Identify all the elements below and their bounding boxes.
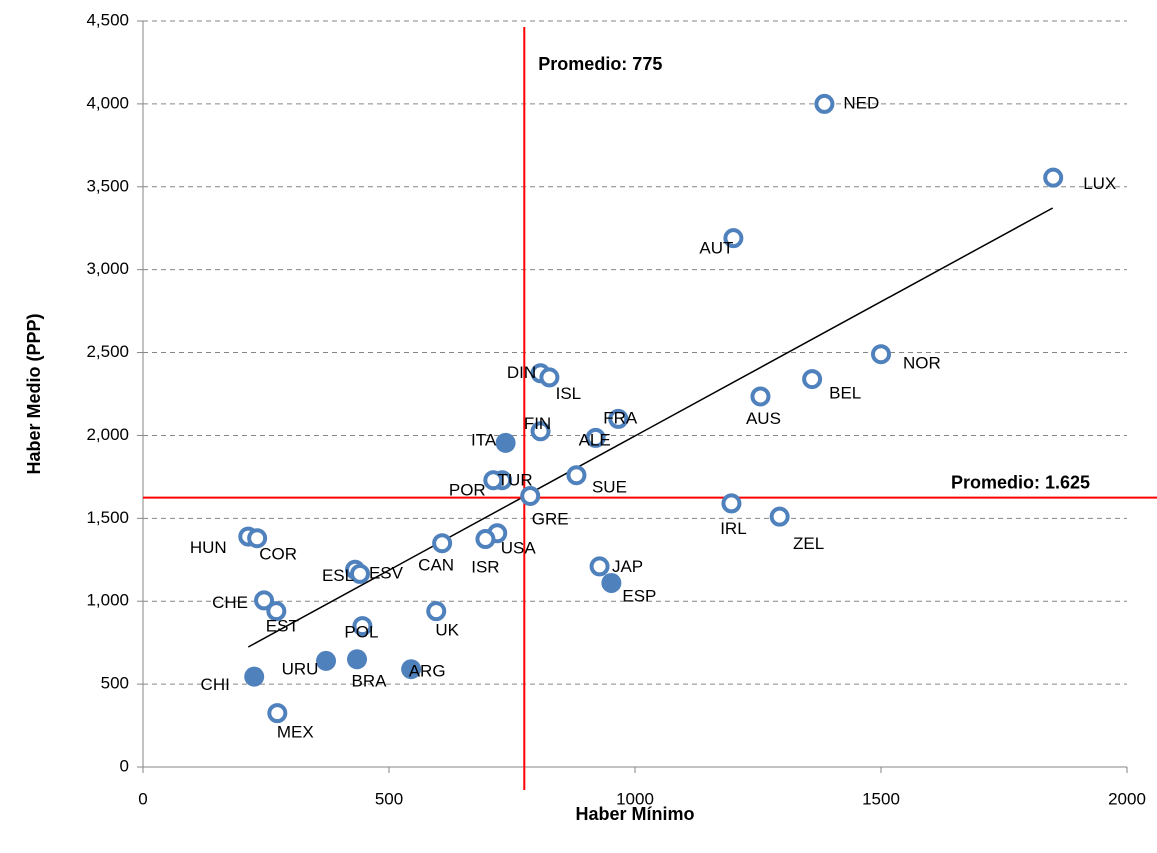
y-tick-label: 0 xyxy=(120,756,129,775)
point-label: ITA xyxy=(471,430,497,449)
point-label: ISL xyxy=(556,384,582,403)
x-tick-label: 1500 xyxy=(862,789,900,808)
point-label: FRA xyxy=(603,408,638,427)
point xyxy=(608,408,629,429)
point xyxy=(589,556,610,577)
point-label: FIN xyxy=(524,414,551,433)
point xyxy=(769,506,790,527)
point-label: CHE xyxy=(212,593,248,612)
point-label: UK xyxy=(435,621,459,640)
point-label: GRE xyxy=(532,509,569,528)
point-label: JAP xyxy=(612,557,643,576)
point-label: USA xyxy=(501,539,537,558)
x-tick-label: 1000 xyxy=(616,789,654,808)
point-label: DIN xyxy=(507,363,536,382)
point-label: COR xyxy=(259,545,297,564)
point-label: ALE xyxy=(579,430,611,449)
point xyxy=(871,344,891,365)
point-label: BEL xyxy=(829,384,861,403)
point-label: BRA xyxy=(352,672,388,691)
point xyxy=(475,529,496,550)
point xyxy=(401,659,422,680)
point-label: ESV xyxy=(369,563,404,582)
point xyxy=(266,601,287,622)
point-label: ISR xyxy=(471,558,499,577)
point xyxy=(247,528,268,549)
point-label: NED xyxy=(843,93,879,112)
point-label: MEX xyxy=(277,723,314,742)
y-tick-label: 500 xyxy=(101,674,129,693)
y-tick-label: 3,500 xyxy=(86,176,129,195)
point xyxy=(432,533,453,554)
point xyxy=(495,432,516,453)
point xyxy=(244,666,265,687)
y-tick-label: 1,000 xyxy=(86,591,129,610)
point-label: TUR xyxy=(498,471,533,490)
y-tick-label: 4,000 xyxy=(86,93,129,112)
point-label: CHI xyxy=(201,675,230,694)
point xyxy=(520,485,541,506)
point-label: HUN xyxy=(190,538,227,557)
point xyxy=(750,386,771,407)
point xyxy=(723,228,744,249)
point xyxy=(316,650,337,671)
point-label: IRL xyxy=(720,519,746,538)
point xyxy=(530,421,551,442)
point-label: POR xyxy=(449,481,486,500)
point xyxy=(426,601,447,622)
point-label: CAN xyxy=(418,556,454,575)
average-label: Promedio: 775 xyxy=(538,54,662,74)
point-label: URU xyxy=(282,659,319,678)
point-label: LUX xyxy=(1083,174,1116,193)
trendline xyxy=(247,207,1054,648)
point xyxy=(585,427,606,448)
point xyxy=(539,367,560,388)
point xyxy=(1043,167,1064,188)
x-axis-title: Haber Mínimo xyxy=(575,804,694,824)
point-label: POL xyxy=(344,623,378,642)
point-label: AUS xyxy=(746,409,781,428)
point-label: ESP xyxy=(622,586,656,605)
point xyxy=(566,465,587,486)
point xyxy=(254,590,275,611)
x-tick-label: 500 xyxy=(375,789,403,808)
x-tick-label: 0 xyxy=(138,789,147,808)
y-tick-label: 2,000 xyxy=(86,425,129,444)
point xyxy=(814,93,835,114)
y-tick-label: 1,500 xyxy=(86,508,129,527)
y-tick-label: 2,500 xyxy=(86,342,129,361)
point-label: AUT xyxy=(699,239,733,258)
point-label: ZEL xyxy=(793,534,824,553)
point-label: ARG xyxy=(409,662,446,681)
point-label: EST xyxy=(266,617,299,636)
x-tick-label: 2000 xyxy=(1108,789,1146,808)
average-label: Promedio: 1.625 xyxy=(951,472,1090,492)
point-label: SUE xyxy=(592,478,627,497)
point-label: ESL xyxy=(322,566,354,585)
point xyxy=(802,369,823,390)
point xyxy=(352,616,373,637)
point xyxy=(483,470,504,491)
point-label: NOR xyxy=(903,354,941,373)
y-tick-label: 4,500 xyxy=(86,10,129,29)
point xyxy=(347,649,368,670)
point xyxy=(721,493,742,514)
point xyxy=(349,563,370,584)
point xyxy=(267,703,288,724)
y-tick-label: 3,000 xyxy=(86,259,129,278)
point xyxy=(601,572,622,593)
y-axis-title: Haber Medio (PPP) xyxy=(24,313,44,474)
